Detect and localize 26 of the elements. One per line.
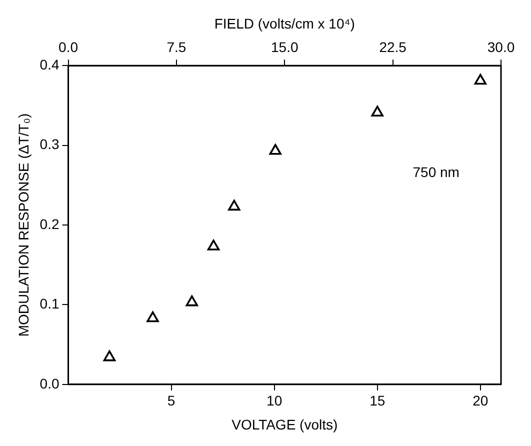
x2-axis-title: FIELD (volts/cm x 10⁴): [214, 15, 355, 32]
annotation: 750 nm: [412, 164, 460, 180]
y-axis-title: MODULATION RESPONSE (ΔT/T₀): [15, 113, 32, 337]
x-axis-title: VOLTAGE (volts): [232, 416, 338, 432]
x2-tick-label: 15.0: [271, 39, 298, 56]
x-tick-label: 15: [370, 392, 386, 409]
x-tick-label: 10: [266, 392, 282, 409]
x-tick-label: 20: [472, 392, 488, 409]
y-tick-label: 0.4: [40, 56, 60, 72]
x2-tick-label: 22.5: [379, 39, 407, 56]
y-tick-label: 0.3: [40, 136, 60, 152]
x2-tick-label: 30.0: [487, 39, 515, 56]
point: [228, 200, 240, 211]
y-tick-label: 0.1: [40, 296, 60, 312]
point: [146, 311, 159, 322]
point: [207, 240, 220, 250]
x2-tick-label: 0.0: [58, 39, 78, 56]
x2-tick-label: 7.5: [166, 39, 186, 56]
point: [474, 74, 486, 85]
point: [269, 144, 282, 155]
point: [103, 350, 116, 362]
point: [371, 106, 384, 117]
x-tick-label: 5: [167, 392, 176, 409]
y-tick-label: 0.2: [40, 216, 60, 232]
y-tick-label: 0.0: [40, 375, 60, 392]
point: [186, 295, 198, 306]
